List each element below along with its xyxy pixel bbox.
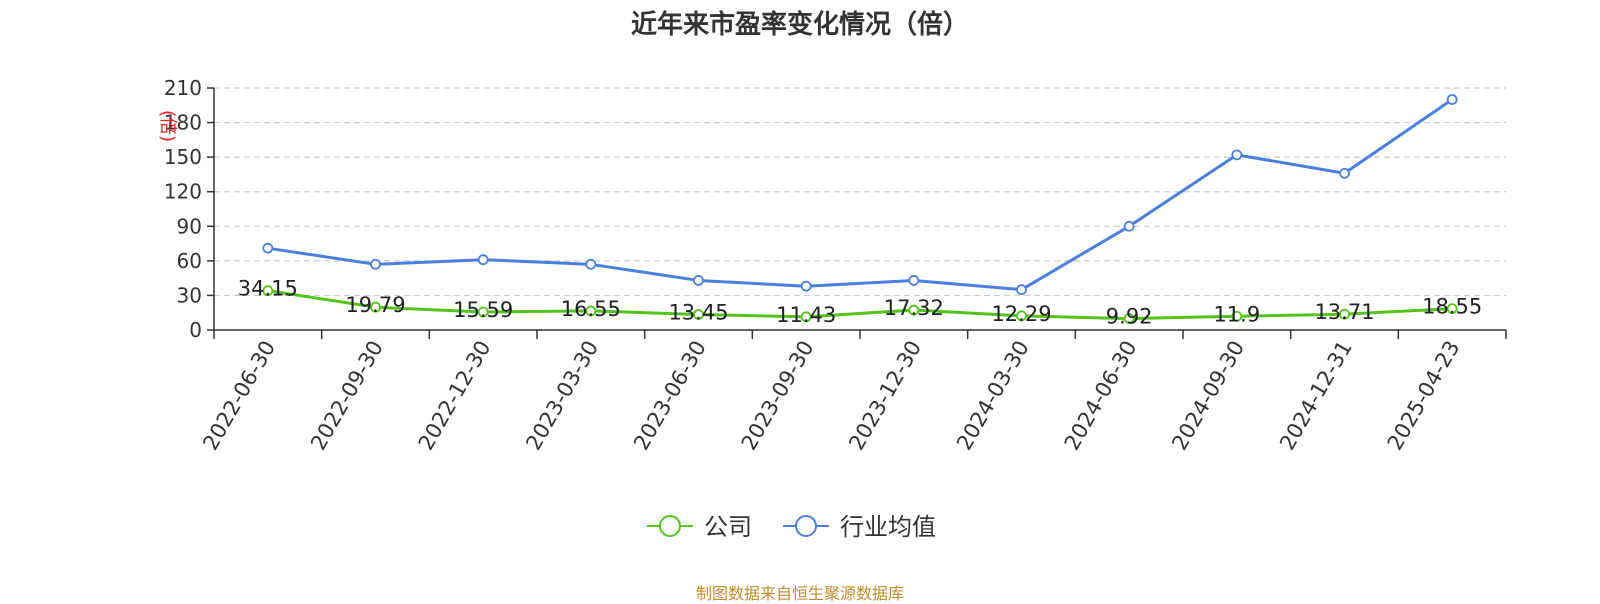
data-point [1339,308,1350,320]
data-label: 12.29 [991,302,1051,326]
source-note: 制图数据来自恒生聚源数据库 [695,584,904,603]
series [262,94,1458,324]
data-label: 11.9 [1213,302,1260,326]
data-point [908,275,920,286]
data-point [370,258,381,270]
data-label: 18.55 [1422,295,1482,319]
y-tick-label: 120 [164,180,202,204]
x-tick-label: 2022-06-30 [198,337,280,455]
series-line-0 [267,289,1453,321]
y-tick-label: 60 [177,249,202,273]
data-labels: 34.15 19.79 15.59 16.55 13.45 11.43 17.32 12.29… [238,277,1482,329]
legend-marker [659,515,681,537]
data-point [585,305,597,317]
data-label: 34.15 [238,277,298,301]
data-point [262,285,274,297]
data-point [1123,313,1135,324]
data-point [1339,167,1350,179]
data-point [477,306,489,318]
y-tick-label: 90 [177,214,202,238]
data-point [585,258,597,270]
data-label: 17.32 [884,296,944,320]
x-tick-label: 2022-09-30 [306,337,388,455]
legend-marker [795,515,817,537]
legend[interactable]: 公司 行业均值 [647,513,936,541]
x-tick-label: 2023-06-30 [629,337,711,455]
y-tick-label: 210 [164,76,202,100]
data-point [262,242,274,254]
data-point [1231,310,1243,322]
data-point [800,311,812,323]
data-label: 9.92 [1106,305,1153,329]
x-tick-label: 2025-04-23 [1383,337,1465,455]
data-point [908,304,920,316]
y-tick-label: 180 [164,111,202,135]
x-tick-label: 2023-09-30 [737,337,819,455]
data-label: 11.43 [776,303,836,327]
axes: 0 30 60 90 120 150 180 210 (倍) 2022-06-30 2022-09-… [157,76,1507,455]
legend-label: 行业均值 [840,513,936,541]
legend-label: 公司 [704,513,752,541]
data-label: 15.59 [453,298,513,322]
data-point [693,275,704,286]
data-label: 19.79 [345,293,405,317]
x-tick-label: 2024-12-31 [1275,337,1357,455]
x-tick-label: 2022-12-30 [414,337,496,455]
chart-title: 近年来市盈率变化情况（倍） [630,10,969,40]
y-tick-label: 0 [189,318,202,342]
y-tick-label: 30 [177,283,202,307]
data-point [1231,149,1243,161]
x-tick-label: 2023-12-30 [844,337,926,455]
data-point [1016,310,1027,322]
y-tick-label: 150 [164,145,202,169]
legend-item-0[interactable]: 公司 [647,513,752,541]
x-tick-label: 2024-03-30 [952,337,1034,455]
data-point [370,301,381,313]
data-label: 13.71 [1314,300,1374,324]
x-tick-label: 2024-06-30 [1060,337,1142,455]
data-label: 13.45 [668,301,728,325]
data-point [1446,303,1458,315]
series-line-1 [267,98,1454,292]
y-axis-label: (倍) [157,110,178,142]
data-point [800,280,812,292]
data-point [1446,94,1458,105]
data-point [693,309,704,320]
x-tick-label: 2024-09-30 [1167,337,1249,455]
data-point [477,254,489,266]
x-tick-label: 2023-03-30 [521,337,603,455]
legend-item-1[interactable]: 行业均值 [783,513,936,541]
data-label: 16.55 [561,297,621,321]
data-point [1123,220,1135,232]
data-point [1016,284,1027,296]
